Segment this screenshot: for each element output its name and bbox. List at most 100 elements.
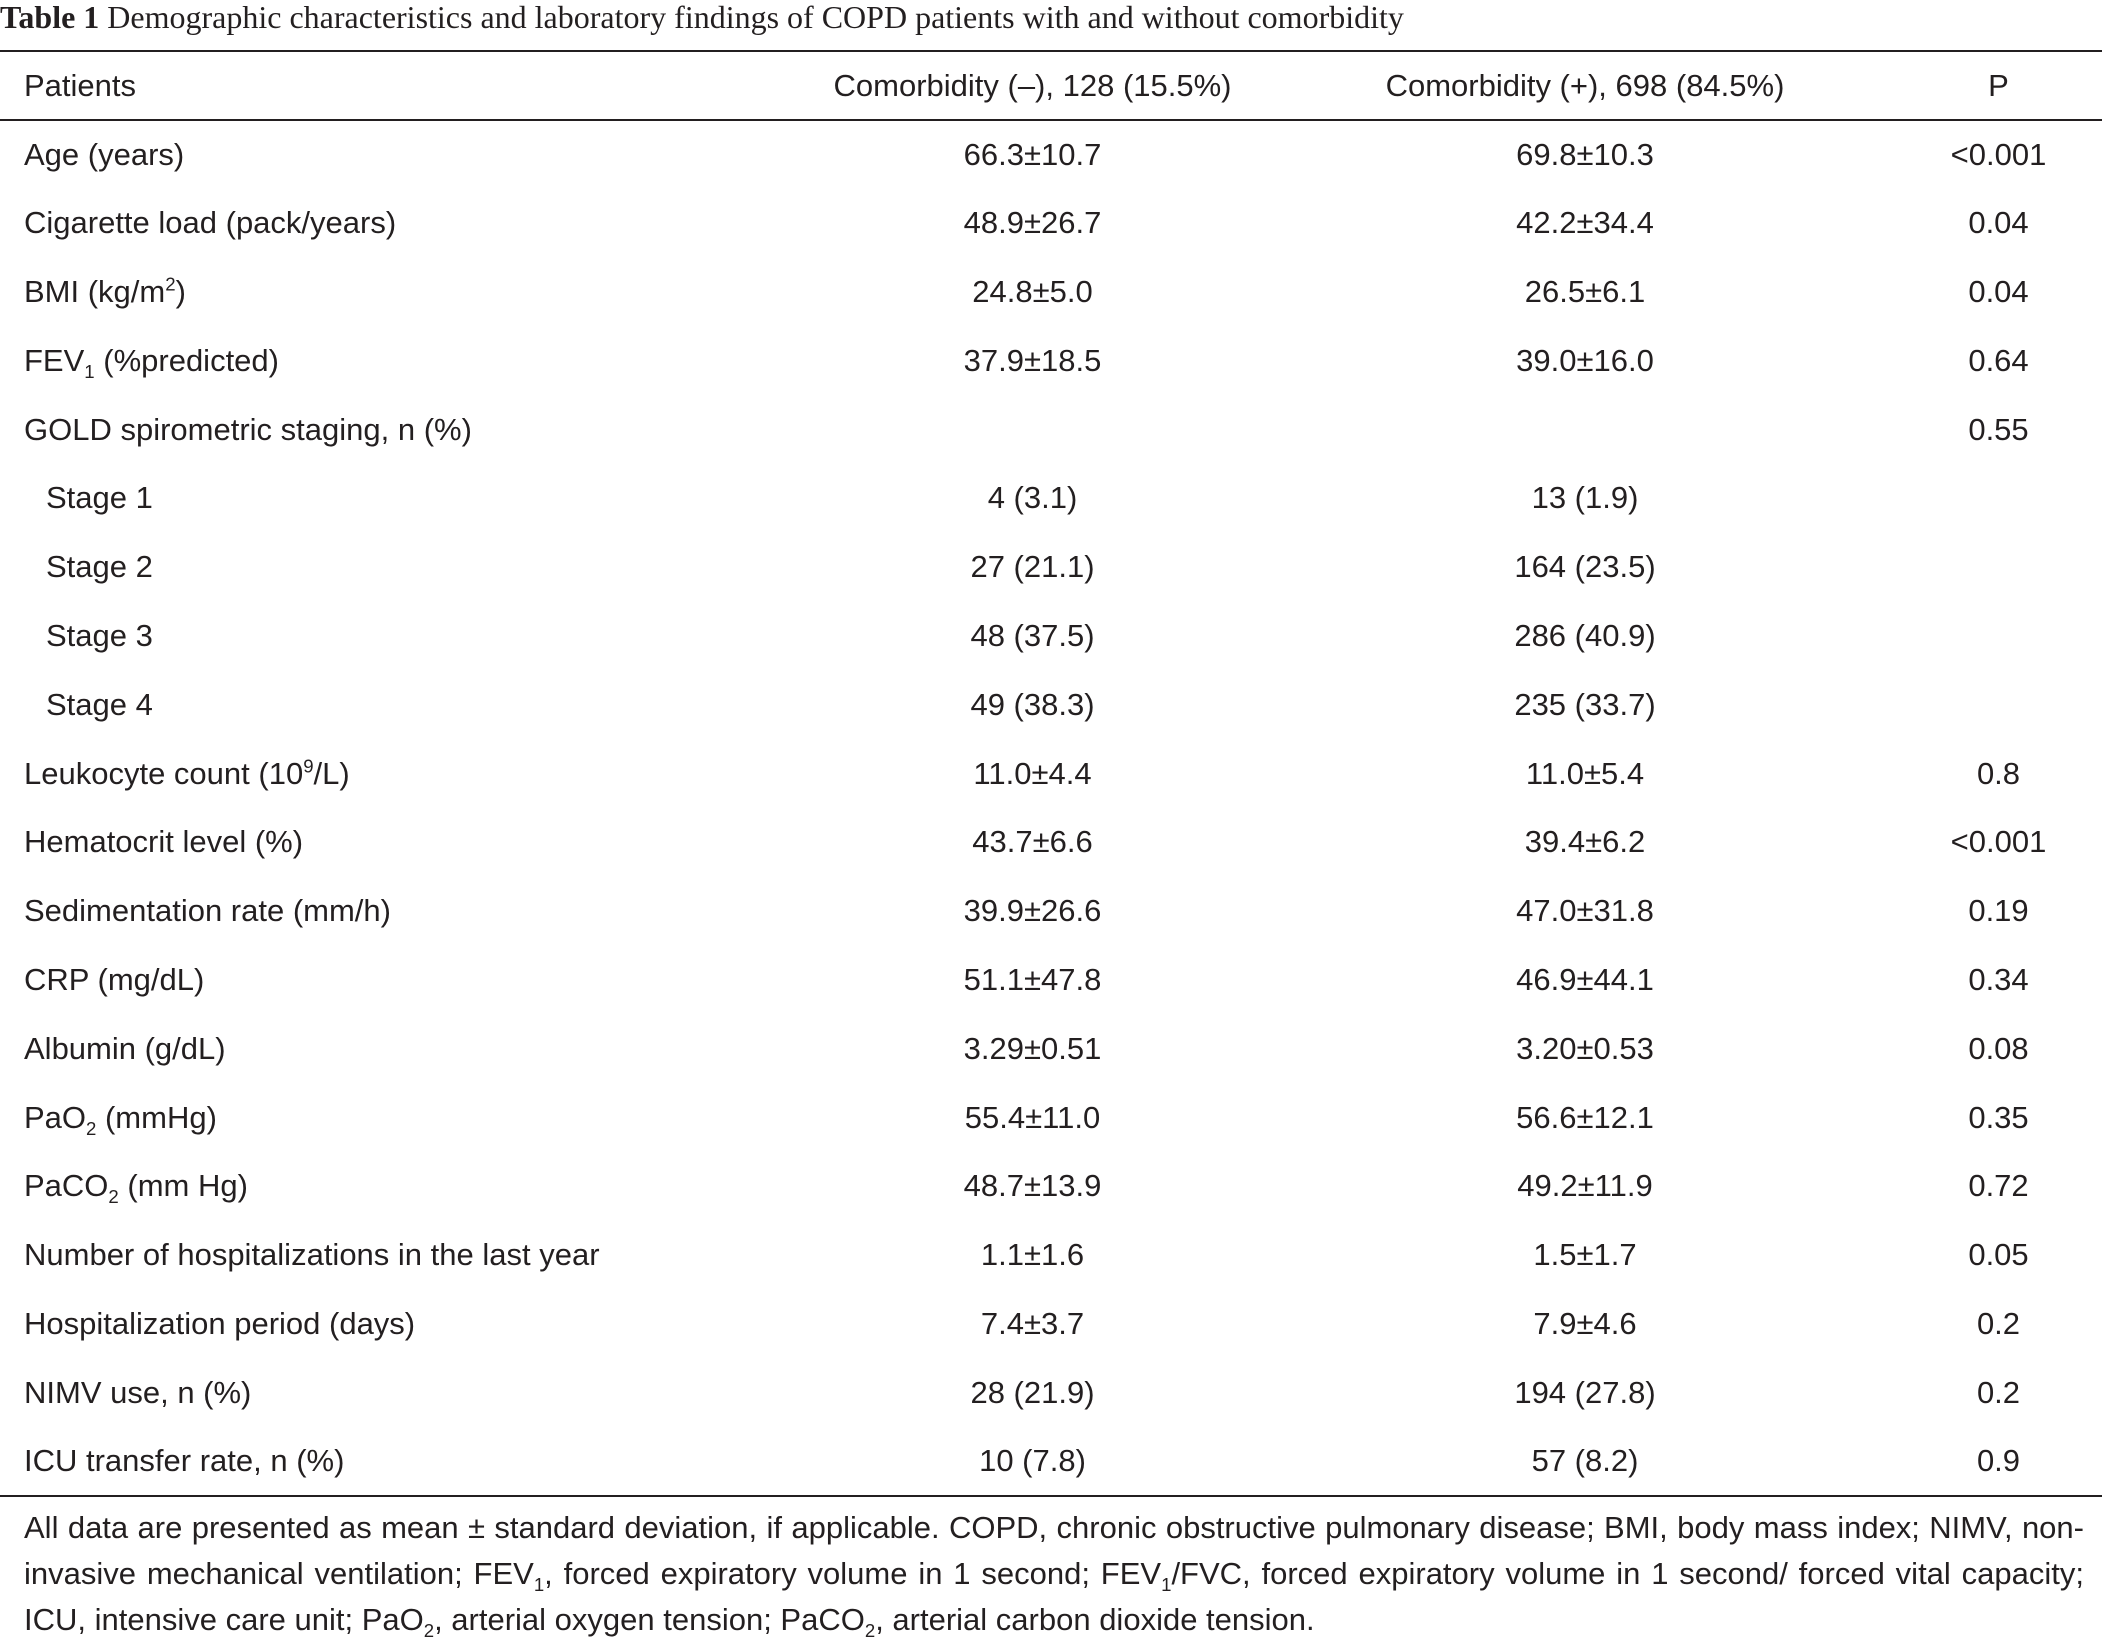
- cell-p-value: <0.001: [1950, 824, 2047, 860]
- table-row: Hospitalization period (days) 7.4±3.7 7.9±…: [0, 1290, 2102, 1359]
- row-label-subscript: 2: [108, 1186, 119, 1208]
- cell-p-value: 0.19: [1968, 893, 2029, 929]
- row-label-tail: (mm Hg): [118, 1168, 248, 1204]
- row-label-subscript: 2: [86, 1117, 97, 1139]
- caption-label: Table 1: [0, 0, 100, 35]
- row-label: Age (years): [0, 120, 790, 189]
- cell-comorbidity-negative: 66.3±10.7: [963, 136, 1102, 172]
- cell-comorbidity-positive: 56.6±12.1: [1516, 1099, 1654, 1135]
- cell-p-value: [1895, 533, 2102, 602]
- row-label-tail: (%predicted): [94, 342, 279, 378]
- cell-comorbidity-positive: 11.0±5.4: [1525, 755, 1645, 791]
- cell-p-value: 0.04: [1968, 205, 2029, 241]
- row-label: PaCO2 (mm Hg): [0, 1152, 790, 1221]
- row-label: FEV1 (%predicted): [0, 326, 790, 395]
- table-header: Patients Comorbidity (–), 128 (15.5%) Co…: [0, 51, 2102, 120]
- footnote-text: , arterial oxygen tension; PaCO: [434, 1602, 865, 1637]
- row-label: PaO2 (mmHg): [0, 1083, 790, 1152]
- table-row: GOLD spirometric staging, n (%) 0.55: [0, 395, 2102, 464]
- cell-comorbidity-negative: 3.29±0.51: [963, 1030, 1102, 1066]
- table-row: FEV1 (%predicted) 37.9±18.5 39.0±16.0 0.64: [0, 326, 2102, 395]
- header-patients: Patients: [24, 67, 137, 103]
- cell-comorbidity-negative: 48.7±13.9: [963, 1168, 1102, 1204]
- table-row: BMI (kg/m2) 24.8±5.0 26.5±6.1 0.04: [0, 258, 2102, 327]
- table-row: Stage 3 48 (37.5) 286 (40.9): [0, 602, 2102, 671]
- footnote-subscript: 2: [864, 1620, 876, 1642]
- table-row: Leukocyte count (109/L) 11.0±4.4 11.0±5.4 0…: [0, 739, 2102, 808]
- table-row: Age (years) 66.3±10.7 69.8±10.3 <0.001: [0, 120, 2102, 189]
- row-label-text: FEV: [24, 342, 85, 378]
- row-label: GOLD spirometric staging, n (%): [0, 395, 790, 464]
- row-label-superscript: 2: [165, 273, 176, 295]
- cell-comorbidity-positive: 39.4±6.2: [1524, 824, 1646, 860]
- cell-comorbidity-negative: 48 (37.5): [970, 617, 1095, 653]
- cell-comorbidity-positive: [1275, 395, 1895, 464]
- row-label-text: Stage 1: [46, 480, 153, 516]
- data-table: Patients Comorbidity (–), 128 (15.5%) Co…: [0, 50, 2102, 1497]
- table-footnote: All data are presented as mean ± standar…: [24, 1505, 2084, 1643]
- cell-comorbidity-positive: 57 (8.2): [1531, 1443, 1639, 1479]
- footnote-text: All data are presented as mean ± standar…: [24, 1510, 2084, 1591]
- row-label-text: PaCO: [24, 1168, 109, 1204]
- row-label: Number of hospitalizations in the last y…: [0, 1221, 790, 1290]
- table-row: NIMV use, n (%) 28 (21.9) 194 (27.8) 0.2: [0, 1358, 2102, 1427]
- cell-p-value: [1895, 602, 2102, 671]
- table-body: Age (years) 66.3±10.7 69.8±10.3 <0.001 Cigar…: [0, 120, 2102, 1496]
- row-label-text: Leukocyte count (10: [24, 755, 304, 791]
- cell-p-value: 0.64: [1968, 342, 2029, 378]
- caption-text: Demographic characteristics and laborato…: [107, 0, 1404, 35]
- cell-comorbidity-positive: 42.2±34.4: [1516, 205, 1654, 241]
- cell-p-value: 0.72: [1968, 1168, 2029, 1204]
- cell-comorbidity-negative: 27 (21.1): [970, 549, 1095, 585]
- row-label-text: Hematocrit level (%): [24, 824, 304, 860]
- cell-p-value: 0.04: [1968, 273, 2029, 309]
- cell-comorbidity-positive: 39.0±16.0: [1516, 342, 1654, 378]
- cell-p-value: 0.35: [1968, 1099, 2029, 1135]
- table-row: ICU transfer rate, n (%) 10 (7.8) 57 (8.2)…: [0, 1427, 2102, 1496]
- header-comorbidity-positive: Comorbidity (+), 698 (84.5%): [1385, 67, 1785, 103]
- row-label: Stage 1: [0, 464, 790, 533]
- row-label-text: Albumin (g/dL): [24, 1030, 226, 1066]
- cell-p-value: 0.55: [1968, 411, 2029, 447]
- cell-comorbidity-negative: 48.9±26.7: [963, 205, 1102, 241]
- cell-p-value: 0.2: [1976, 1305, 2021, 1341]
- row-label-subscript: 1: [84, 360, 95, 382]
- cell-comorbidity-negative: 4 (3.1): [987, 480, 1078, 516]
- table-row: Number of hospitalizations in the last y…: [0, 1221, 2102, 1290]
- row-label-text: NIMV use, n (%): [24, 1374, 252, 1410]
- row-label: BMI (kg/m2): [0, 258, 790, 327]
- cell-p-value: 0.34: [1968, 961, 2029, 997]
- row-label-text: BMI (kg/m: [24, 273, 166, 309]
- row-label: Albumin (g/dL): [0, 1014, 790, 1083]
- row-label-text: PaO: [24, 1099, 87, 1135]
- cell-comorbidity-positive: 13 (1.9): [1531, 480, 1639, 516]
- row-label-text: CRP (mg/dL): [24, 961, 205, 997]
- cell-comorbidity-positive: 235 (33.7): [1514, 686, 1656, 722]
- cell-comorbidity-negative: 51.1±47.8: [963, 961, 1102, 997]
- cell-comorbidity-negative: 37.9±18.5: [963, 342, 1102, 378]
- header-p-value: P: [1988, 67, 2009, 103]
- footnote-subscript: 2: [423, 1620, 435, 1642]
- row-label-text: Number of hospitalizations in the last y…: [24, 1237, 600, 1273]
- cell-comorbidity-negative: 43.7±6.6: [972, 824, 1093, 860]
- cell-p-value: [1895, 670, 2102, 739]
- cell-comorbidity-positive: 47.0±31.8: [1516, 893, 1654, 929]
- row-label: Hospitalization period (days): [0, 1290, 790, 1359]
- cell-p-value: 0.05: [1968, 1237, 2029, 1273]
- cell-comorbidity-positive: 286 (40.9): [1514, 617, 1656, 653]
- table-row: PaCO2 (mm Hg) 48.7±13.9 49.2±11.9 0.72: [0, 1152, 2102, 1221]
- row-label-text: Age (years): [24, 136, 185, 172]
- row-label: CRP (mg/dL): [0, 946, 790, 1015]
- row-label-tail: (mmHg): [96, 1099, 217, 1135]
- cell-comorbidity-negative: 11.0±4.4: [973, 755, 1092, 791]
- cell-comorbidity-negative: 10 (7.8): [979, 1443, 1086, 1479]
- table-row: Sedimentation rate (mm/h) 39.9±26.6 47.0±3…: [0, 877, 2102, 946]
- cell-comorbidity-positive: 26.5±6.1: [1524, 273, 1646, 309]
- row-label-text: Hospitalization period (days): [24, 1305, 416, 1341]
- cell-comorbidity-positive: 164 (23.5): [1514, 549, 1656, 585]
- cell-p-value: 0.08: [1968, 1030, 2029, 1066]
- row-label-text: Stage 4: [46, 686, 153, 722]
- cell-comorbidity-negative: 39.9±26.6: [963, 893, 1102, 929]
- row-label-text: Sedimentation rate (mm/h): [24, 893, 391, 929]
- row-label: Sedimentation rate (mm/h): [0, 877, 790, 946]
